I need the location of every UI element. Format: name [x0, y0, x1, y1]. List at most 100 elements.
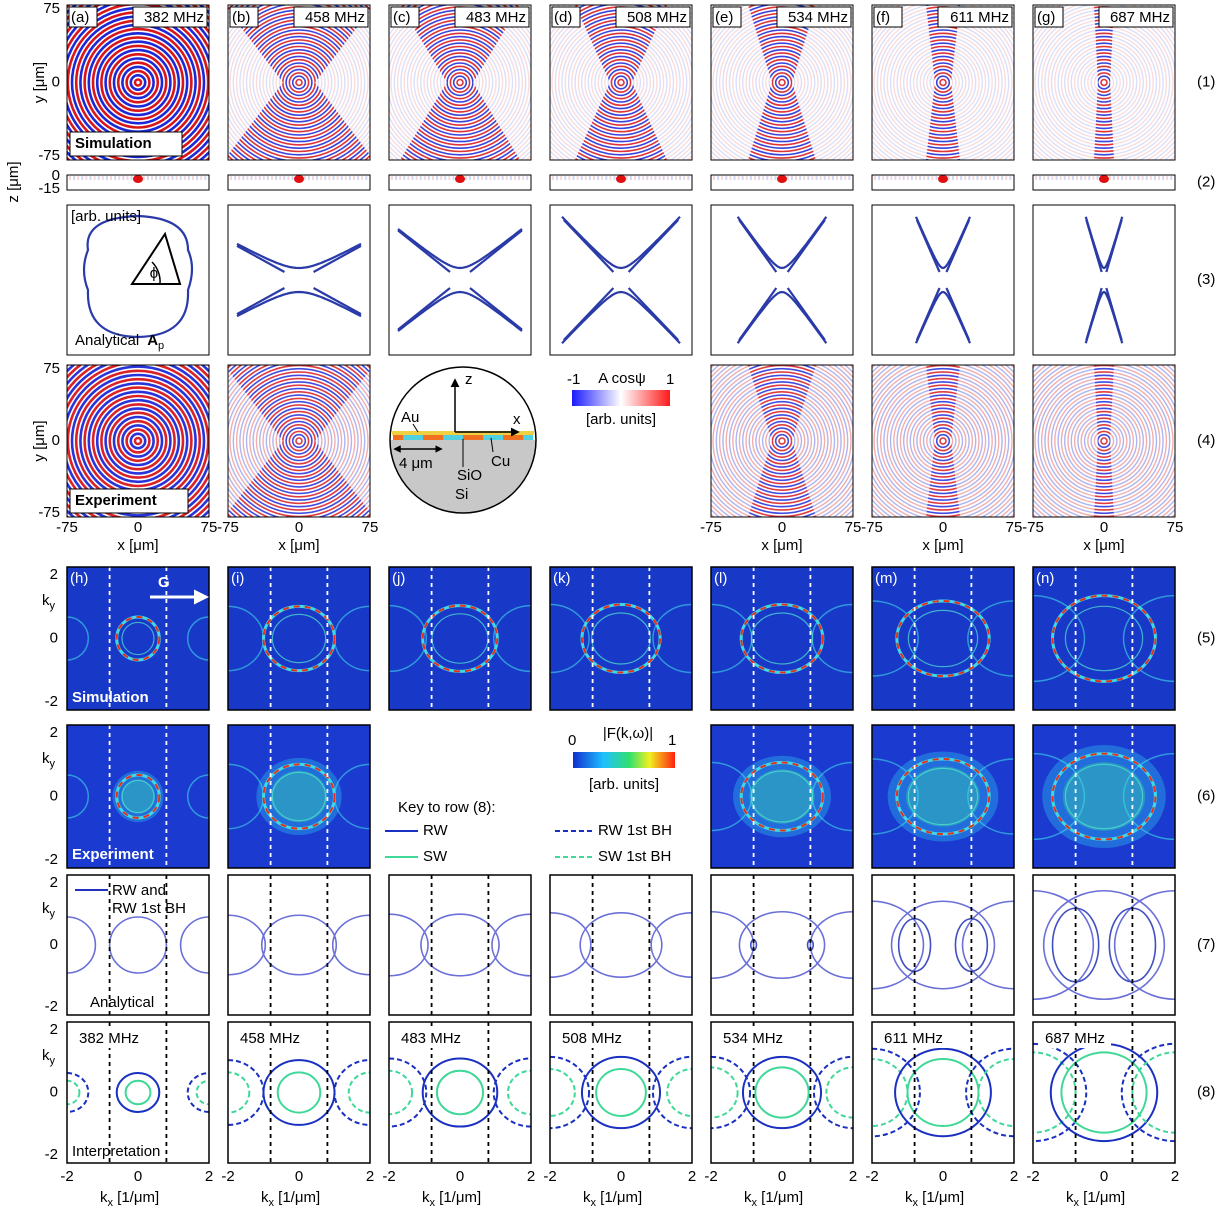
sio-stripe — [423, 435, 433, 440]
strip-cell — [415, 176, 418, 180]
strip-cell — [234, 176, 237, 180]
k-contour — [711, 1066, 739, 1119]
wave-ring — [1094, 55, 1114, 110]
dispersion-branch — [561, 216, 681, 270]
panel-frame — [871, 4, 1015, 161]
wave-ring — [748, 29, 816, 136]
wave-ring — [129, 74, 147, 92]
strip-cell — [110, 176, 112, 180]
x-tick-label: -75 — [700, 519, 722, 536]
freq-bg — [397, 1030, 467, 1048]
wave-ring — [774, 433, 790, 449]
k-contour — [120, 779, 156, 814]
wave-ring — [1094, 400, 1114, 482]
panel-frame — [710, 1021, 854, 1164]
y-tick-label: 0 — [50, 787, 58, 804]
strip-cell — [1092, 176, 1095, 180]
k-contour — [580, 1055, 662, 1130]
panel-bg — [1033, 567, 1175, 710]
strip-cell — [605, 176, 608, 180]
row-title: Simulation — [72, 689, 149, 706]
wave-ring — [926, 39, 960, 126]
y-tick-label: 2 — [50, 566, 58, 583]
strip-cell — [770, 176, 773, 180]
k-contour — [809, 910, 853, 980]
freq-bg — [615, 6, 691, 28]
wave-ring — [291, 433, 307, 449]
strip-cell — [827, 176, 830, 180]
strip-cell — [464, 176, 467, 180]
strip-cell — [436, 176, 439, 180]
freq-label: 382 MHz — [79, 1030, 139, 1047]
strip-cell — [473, 176, 475, 180]
k-contour — [256, 757, 342, 836]
ky-label: ky — [42, 900, 56, 920]
wave-ring — [774, 75, 790, 90]
wave-ring — [1094, 381, 1114, 501]
strip-cell — [988, 176, 991, 180]
field-map — [872, 365, 1014, 517]
kx-label-unit: [1/μm] — [274, 1189, 320, 1206]
y-tick-label: -2 — [45, 693, 58, 710]
field-map — [711, 5, 853, 160]
strip-cell — [250, 176, 253, 180]
strip-cell — [795, 176, 797, 180]
x-tick-label: 0 — [1100, 1168, 1108, 1185]
strip-cell — [774, 176, 777, 180]
panel-bg — [711, 875, 853, 1015]
freq-bg — [1041, 1030, 1111, 1048]
strip-cell — [1158, 176, 1160, 180]
strip-cell — [151, 176, 153, 180]
key-label: RW 1st BH — [598, 822, 672, 839]
k-contour — [825, 1066, 853, 1119]
strip-cell — [509, 176, 512, 180]
panel-letter: (n) — [1036, 570, 1054, 587]
k-contour — [331, 914, 370, 976]
strip-cell — [898, 176, 901, 180]
panel-letter: (i) — [231, 570, 244, 587]
kx-label-main: k — [261, 1189, 269, 1206]
wave-ring — [104, 407, 172, 475]
strip-cell — [947, 176, 950, 180]
panel-frame — [549, 174, 693, 191]
strip-cell — [407, 176, 410, 180]
k-content — [67, 875, 209, 1015]
sio-stripe — [503, 435, 513, 440]
strip-cell — [1047, 176, 1050, 180]
strip-cell — [646, 176, 649, 180]
letter-bg — [873, 6, 903, 28]
k-content — [228, 567, 370, 710]
panel-bg — [550, 875, 692, 1015]
strip-cell — [303, 176, 306, 180]
title-bg — [69, 488, 189, 514]
ky-label: ky — [42, 750, 56, 770]
strip-cell — [799, 176, 802, 180]
freq-bg — [236, 1030, 306, 1048]
strip-cell — [1043, 176, 1046, 180]
panel-frame — [66, 204, 210, 356]
freq-label: 687 MHz — [1110, 9, 1170, 26]
strip-cell — [882, 176, 885, 180]
k-contour — [389, 1069, 414, 1116]
strip-cell — [332, 176, 335, 180]
row-number: (1) — [1197, 73, 1215, 90]
strip-cell — [105, 176, 108, 180]
panel-frame — [227, 204, 371, 356]
panel-frame — [66, 1021, 210, 1164]
panel-letter: (g) — [1037, 9, 1055, 26]
strip-cell — [634, 176, 636, 180]
strip-cell — [1145, 176, 1148, 180]
wave-ring — [1100, 78, 1108, 87]
panel-frame — [66, 566, 210, 711]
wave-ring — [112, 57, 164, 108]
strip-cell — [642, 176, 645, 180]
panel-frame — [388, 4, 532, 161]
field-map — [228, 5, 370, 160]
wave-ring — [116, 61, 160, 104]
wave-ring — [926, 35, 960, 130]
freq-label: 483 MHz — [401, 1030, 461, 1047]
strip-cell — [126, 176, 129, 180]
k-contour — [124, 1079, 152, 1106]
wave-ring — [446, 68, 474, 97]
k-contour — [115, 616, 161, 661]
